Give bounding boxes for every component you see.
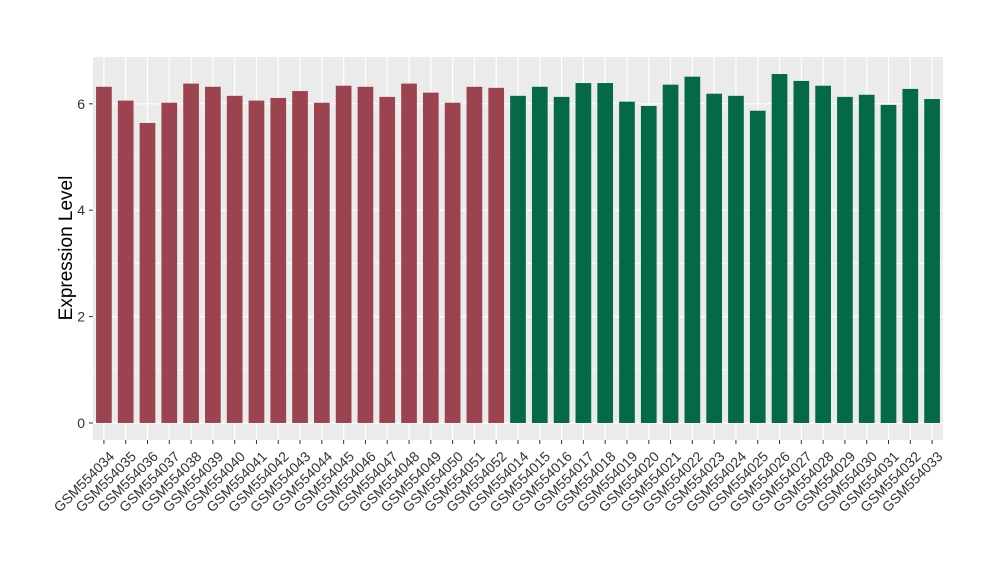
bar [662,84,679,423]
bar [139,122,156,423]
bar [401,83,417,423]
y-tick-label: 2 [77,309,85,325]
bar [728,95,744,423]
bar [422,92,439,423]
bar [815,85,831,423]
bar [488,87,505,423]
bar [924,99,940,423]
bar [902,88,919,423]
bar [619,101,635,423]
bar [553,96,570,423]
bar [837,96,853,423]
bar [793,80,810,423]
bar [248,100,265,423]
bar [205,86,221,423]
bar [379,96,396,423]
bar [335,85,352,423]
bar [226,95,243,423]
y-tick-label: 4 [77,202,85,218]
y-axis-title: Expression Level [56,176,77,321]
bar [96,86,112,423]
bar [466,86,483,423]
bar [510,95,526,423]
bar [575,83,592,423]
bar [531,86,548,423]
bar [706,93,722,423]
bar [270,97,287,423]
bar [597,83,614,423]
bar [183,83,199,423]
bar [292,91,308,423]
bar [771,74,788,423]
bar [858,94,875,423]
bar [640,105,657,423]
bar [117,100,134,423]
bar [684,76,701,423]
y-tick-label: 6 [77,96,85,112]
bar [161,102,178,423]
bar [314,102,330,423]
bar [444,102,461,423]
bar [880,104,897,423]
bar [749,110,766,423]
y-tick-label: 0 [77,415,85,431]
bar [357,86,374,423]
